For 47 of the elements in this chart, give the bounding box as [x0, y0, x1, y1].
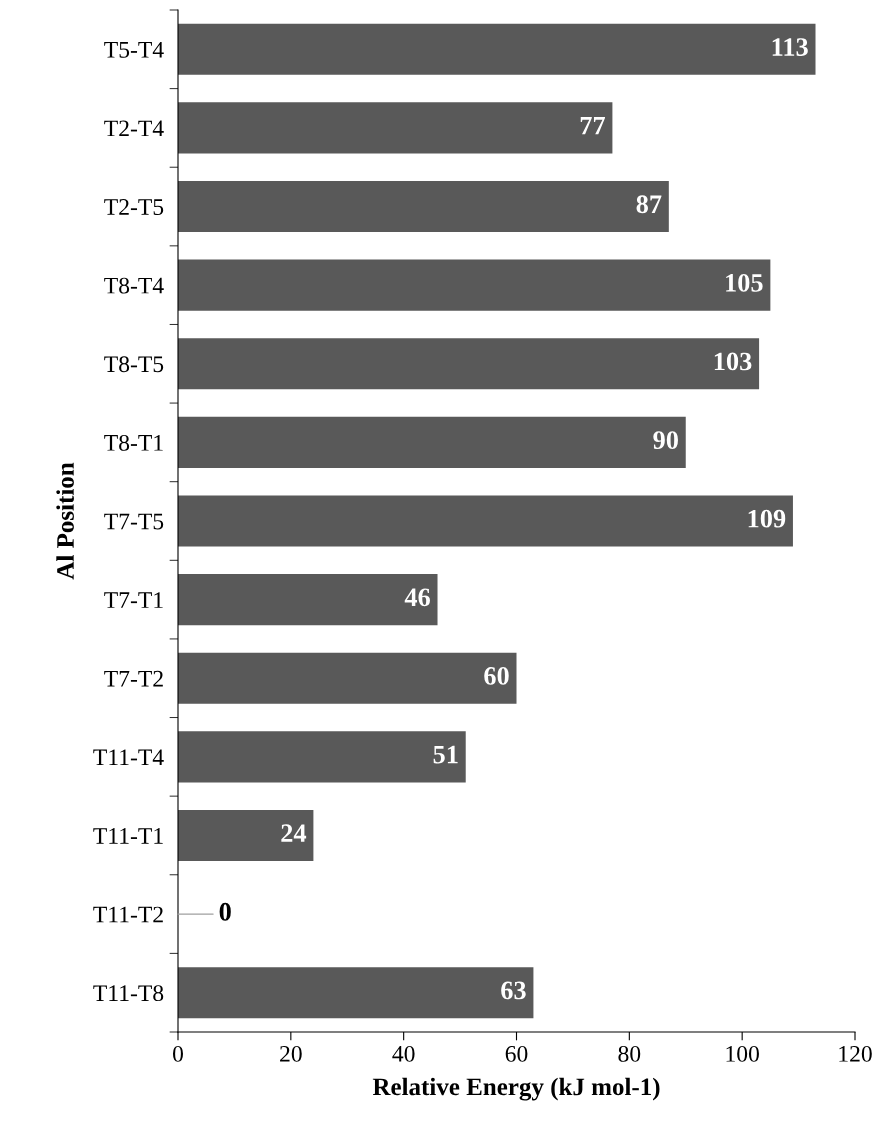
y-tick-label: T8-T5	[104, 356, 164, 373]
bar	[178, 338, 760, 390]
x-tick-label: 100	[726, 1045, 759, 1062]
bar	[178, 495, 793, 547]
y-tick-label: T11-T4	[93, 749, 164, 766]
bar	[178, 731, 466, 783]
data-label: 51	[433, 745, 458, 764]
data-label: 24	[281, 824, 307, 842]
data-label: 0	[219, 902, 231, 921]
x-tick-label: 0	[173, 1045, 183, 1062]
y-tick-label: T11-T8	[93, 985, 164, 1002]
data-label: 103	[714, 352, 752, 371]
data-label: 109	[748, 509, 786, 528]
bar	[178, 574, 438, 626]
y-axis-title: Al Position	[56, 462, 74, 580]
y-tick-label: T7-T1	[104, 592, 163, 608]
data-label: 77	[580, 116, 605, 135]
data-label: 46	[404, 588, 430, 607]
y-tick-label: T11-T2	[93, 906, 163, 923]
bar	[178, 23, 816, 75]
data-label: 90	[653, 431, 678, 449]
x-tick-label: 80	[618, 1045, 641, 1062]
x-tick-label: 20	[280, 1045, 302, 1062]
y-tick-label: T7-T2	[104, 670, 163, 687]
y-tick-label: T7-T5	[104, 513, 164, 530]
bar	[178, 102, 613, 154]
y-tick-label: T11-T1	[93, 828, 163, 844]
y-tick-label: T8-T4	[104, 277, 164, 294]
y-tick-label: T8-T1	[104, 434, 163, 451]
x-tick-label: 40	[392, 1045, 415, 1062]
y-tick-label: T5-T4	[104, 41, 164, 58]
bar	[178, 967, 534, 1019]
bar	[178, 180, 669, 233]
data-label: 60	[484, 667, 509, 685]
x-axis-title: Relative Energy (kJ mol-1)	[372, 1077, 660, 1101]
bar	[178, 416, 686, 468]
data-label: 105	[726, 273, 763, 292]
y-tick-label: T2-T4	[104, 120, 164, 137]
bar	[178, 809, 314, 862]
data-label: 63	[501, 981, 526, 1000]
bar	[178, 652, 517, 704]
bar	[178, 259, 771, 311]
x-tick-label: 60	[505, 1045, 528, 1062]
data-label: 87	[636, 195, 662, 214]
data-label: 113	[772, 38, 808, 56]
y-tick-label: T2-T5	[104, 199, 164, 215]
x-tick-label: 120	[839, 1045, 872, 1062]
